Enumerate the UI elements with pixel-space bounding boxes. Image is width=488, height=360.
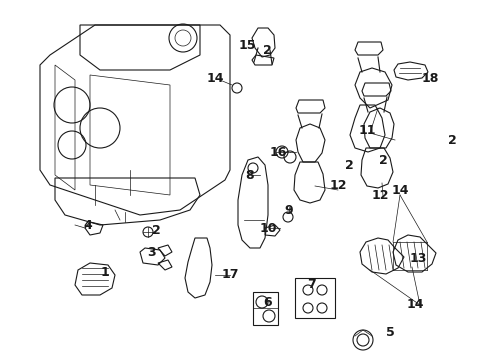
Text: 16: 16	[269, 145, 286, 158]
Text: 6: 6	[263, 297, 272, 310]
Text: 5: 5	[385, 325, 393, 338]
Text: 1: 1	[101, 266, 109, 279]
Text: 12: 12	[370, 189, 388, 202]
Text: 11: 11	[358, 123, 375, 136]
Text: 14: 14	[406, 298, 423, 311]
Text: 14: 14	[206, 72, 224, 85]
Text: 14: 14	[390, 184, 408, 197]
Text: 12: 12	[328, 179, 346, 192]
Text: 8: 8	[245, 168, 254, 181]
Text: 2: 2	[151, 224, 160, 237]
Text: 15: 15	[238, 39, 255, 51]
Text: 2: 2	[344, 158, 353, 171]
Text: 10: 10	[259, 221, 276, 234]
Text: 18: 18	[421, 72, 438, 85]
Text: 7: 7	[307, 279, 316, 292]
Text: 2: 2	[262, 44, 271, 57]
Text: 13: 13	[408, 252, 426, 265]
Text: 9: 9	[284, 203, 293, 216]
Text: 17: 17	[221, 269, 238, 282]
Text: 4: 4	[83, 219, 92, 231]
Text: 3: 3	[147, 247, 156, 260]
Text: 2: 2	[378, 153, 386, 166]
Text: 2: 2	[447, 134, 455, 147]
